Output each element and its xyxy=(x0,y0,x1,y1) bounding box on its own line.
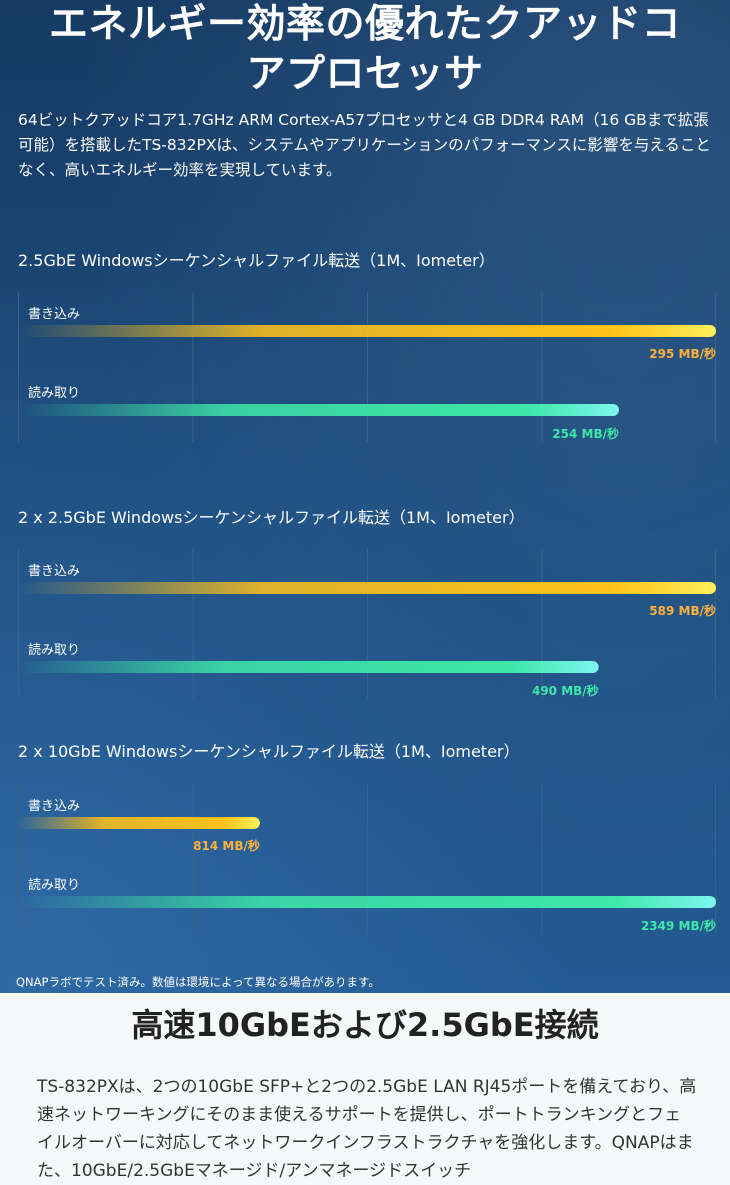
read-bar xyxy=(18,661,599,673)
chart-1-title: 2.5GbE Windowsシーケンシャルファイル転送（1M、Iometer） xyxy=(18,251,495,270)
write-label: 書き込み xyxy=(28,307,80,322)
read-label: 読み取り xyxy=(28,877,80,893)
write-bar xyxy=(18,325,716,337)
footnote: QNAPラボでテスト済み。数値は環境によって異なる場合があります。 xyxy=(16,975,380,989)
main-title: エネルギー効率の優れたクアッドコ アプロセッサ xyxy=(0,0,730,100)
write-label: 書き込み xyxy=(28,799,80,814)
read-label: 読み取り xyxy=(28,642,80,658)
read-value-label: 2349 MB/秒 xyxy=(641,918,716,933)
hero-section: エネルギー効率の優れたクアッドコ アプロセッサ 64ビットクアッドコア1.7GH… xyxy=(0,0,730,993)
chart-1: 書き込み 295 MB/秒読み取り 254 MB/秒 xyxy=(18,292,716,442)
read-label: 読み取り xyxy=(28,385,80,401)
chart-3: 書き込み 814 MB/秒読み取り 2349 MB/秒 xyxy=(18,784,716,934)
write-label: 書き込み xyxy=(28,564,80,579)
read-value-label: 254 MB/秒 xyxy=(552,426,619,441)
chart-2: 書き込み 589 MB/秒読み取り 490 MB/秒 xyxy=(18,549,716,699)
intro-text: 64ビットクアッドコア1.7GHz ARM Cortex-A57プロセッサと4 … xyxy=(18,111,711,179)
read-value-label: 490 MB/秒 xyxy=(532,683,599,698)
main-title-line1: エネルギー効率の優れたクアッドコ xyxy=(48,2,681,47)
write-bar xyxy=(18,817,260,829)
read-bar xyxy=(18,896,716,908)
section-text: TS-832PXは、2つの10GbE SFP+と2つの2.5GbE LAN RJ… xyxy=(37,1077,697,1181)
read-bar xyxy=(18,404,619,416)
write-value-label: 295 MB/秒 xyxy=(649,346,716,361)
section-title: 高速10GbEおよび2.5GbE接続 xyxy=(131,1006,599,1044)
chart-3-title: 2 x 10GbE Windowsシーケンシャルファイル転送（1M、Iomete… xyxy=(18,742,520,761)
connectivity-section xyxy=(0,993,730,1182)
chart-2-title: 2 x 2.5GbE Windowsシーケンシャルファイル転送（1M、Iomet… xyxy=(18,508,525,527)
write-value-label: 589 MB/秒 xyxy=(649,603,716,618)
write-bar xyxy=(18,582,716,594)
main-title-line2: アプロセッサ xyxy=(246,52,484,97)
write-value-label: 814 MB/秒 xyxy=(193,838,260,853)
